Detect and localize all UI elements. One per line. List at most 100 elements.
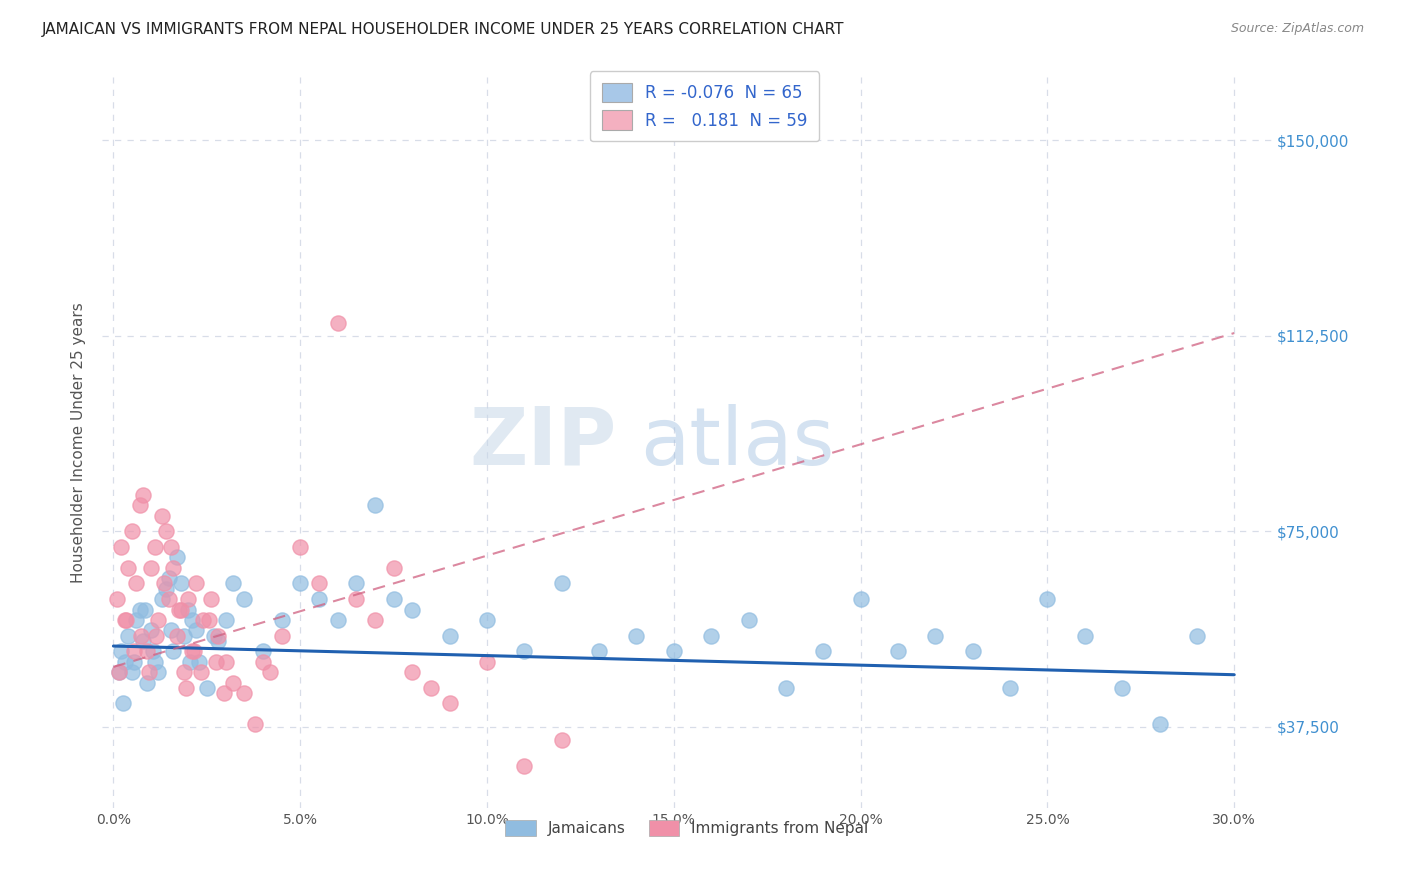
Point [125, 576, 148, 591]
Point [924, 629, 946, 643]
Point [737, 613, 759, 627]
Y-axis label: Householder Income Under 25 years: Householder Income Under 25 years [72, 302, 86, 583]
Point [160, 540, 183, 554]
Point [117, 561, 139, 575]
Point [401, 665, 423, 679]
Point [233, 686, 256, 700]
Point [169, 602, 191, 616]
Point [401, 602, 423, 616]
Point [308, 576, 330, 591]
Point [153, 576, 176, 591]
Point [159, 571, 181, 585]
Point [190, 665, 212, 679]
Point [143, 655, 166, 669]
Point [162, 644, 184, 658]
Point [513, 644, 536, 658]
Point [326, 613, 349, 627]
Point [180, 613, 202, 627]
Point [132, 633, 155, 648]
Point [114, 655, 136, 669]
Point [252, 644, 274, 658]
Point [166, 550, 188, 565]
Point [159, 592, 181, 607]
Point [475, 613, 498, 627]
Point [179, 655, 201, 669]
Point [1036, 592, 1059, 607]
Point [270, 629, 292, 643]
Point [139, 624, 162, 638]
Point [1185, 629, 1208, 643]
Point [155, 582, 177, 596]
Point [131, 629, 153, 643]
Point [121, 665, 143, 679]
Point [1111, 681, 1133, 695]
Point [108, 665, 131, 679]
Point [202, 629, 225, 643]
Point [662, 644, 685, 658]
Point [148, 613, 170, 627]
Point [207, 633, 229, 648]
Point [184, 624, 207, 638]
Point [169, 576, 191, 591]
Point [962, 644, 984, 658]
Point [245, 717, 267, 731]
Point [191, 613, 214, 627]
Point [214, 613, 236, 627]
Point [121, 524, 143, 539]
Point [188, 655, 211, 669]
Point [166, 629, 188, 643]
Point [700, 629, 723, 643]
Point [475, 655, 498, 669]
Point [108, 665, 131, 679]
Point [308, 592, 330, 607]
Point [136, 644, 159, 658]
Point [1149, 717, 1171, 731]
Point [183, 644, 205, 658]
Point [134, 602, 156, 616]
Point [122, 644, 145, 658]
Point [197, 613, 219, 627]
Point [588, 644, 610, 658]
Point [111, 697, 134, 711]
Point [105, 592, 128, 607]
Point [513, 759, 536, 773]
Point [270, 613, 292, 627]
Point [139, 561, 162, 575]
Point [114, 613, 136, 627]
Point [174, 681, 197, 695]
Point [138, 665, 160, 679]
Point [177, 592, 200, 607]
Point [125, 613, 148, 627]
Point [173, 665, 195, 679]
Point [849, 592, 872, 607]
Point [173, 629, 195, 643]
Text: ZIP: ZIP [470, 403, 617, 482]
Point [420, 681, 443, 695]
Text: Source: ZipAtlas.com: Source: ZipAtlas.com [1230, 22, 1364, 36]
Point [150, 592, 173, 607]
Point [382, 561, 405, 575]
Point [195, 681, 218, 695]
Point [148, 665, 170, 679]
Point [167, 602, 190, 616]
Point [344, 592, 367, 607]
Point [290, 576, 312, 591]
Point [142, 644, 165, 658]
Point [326, 316, 349, 330]
Point [132, 488, 155, 502]
Point [252, 655, 274, 669]
Legend: Jamaicans, Immigrants from Nepal: Jamaicans, Immigrants from Nepal [498, 813, 876, 844]
Point [180, 644, 202, 658]
Point [200, 592, 222, 607]
Point [775, 681, 797, 695]
Point [205, 655, 228, 669]
Point [110, 644, 132, 658]
Point [122, 655, 145, 669]
Point [364, 498, 387, 512]
Point [1074, 629, 1097, 643]
Point [207, 629, 229, 643]
Point [110, 540, 132, 554]
Point [115, 613, 138, 627]
Point [813, 644, 835, 658]
Point [626, 629, 648, 643]
